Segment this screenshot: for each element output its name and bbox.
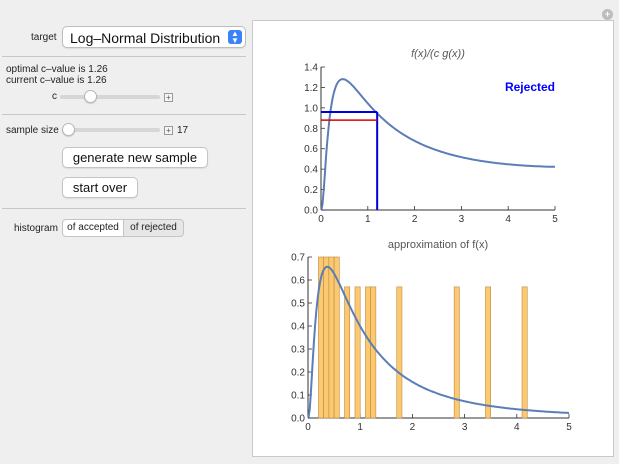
ratio-chart-x-tick-label: 3 (459, 214, 465, 225)
sample-size-slider-thumb[interactable] (62, 123, 75, 136)
histogram-bar (328, 256, 335, 419)
start-over-button[interactable]: start over (62, 177, 138, 198)
ratio-chart-x-tick-label: 5 (552, 214, 558, 225)
target-select-value: Log–Normal Distribution (70, 30, 221, 46)
lognormal-density-curve (307, 265, 570, 418)
ratio-chart-y-tick-label: 0.2 (304, 185, 318, 196)
histogram-bar (453, 286, 460, 419)
c-label: c (52, 91, 57, 102)
histogram-chart-x-tick-label: 5 (566, 422, 572, 433)
separator (2, 56, 246, 57)
target-label: target (31, 32, 57, 43)
ratio-chart-x-tick-label: 0 (318, 214, 324, 225)
histogram-option-accepted[interactable]: of accepted (62, 219, 124, 237)
histogram-bar (370, 286, 377, 419)
ratio-chart-y-tick-label: 0.4 (304, 165, 318, 176)
ratio-chart-x-tick-label: 2 (412, 214, 418, 225)
histogram-bar (365, 286, 371, 419)
histogram-bar (344, 286, 351, 419)
separator (2, 114, 246, 115)
histogram-chart-x-tick-label: 2 (410, 422, 416, 433)
histogram-chart-x-tick-label: 3 (462, 422, 468, 433)
histogram-bar (396, 286, 403, 419)
c-slider-thumb[interactable] (84, 90, 98, 103)
histogram-chart-x-tick-label: 4 (514, 422, 520, 433)
histogram-chart-y-tick-label: 0.2 (291, 368, 305, 379)
histogram-chart-x-tick-label: 1 (357, 422, 363, 433)
histogram-chart-x-tick-label: 0 (305, 422, 311, 433)
sample-size-slider-track (62, 128, 160, 132)
ratio-chart-x-tick-label: 4 (505, 214, 511, 225)
ratio-chart-y-tick-label: 0.6 (304, 144, 318, 155)
histogram-option-rejected[interactable]: of rejected (124, 219, 184, 237)
histogram-bar (323, 256, 330, 419)
current-c-text: current c–value is 1.26 (6, 75, 107, 86)
histogram-bar (521, 286, 528, 419)
chevron-updown-icon: ▲ ▼ (228, 30, 242, 45)
output-panel: f(x)/(c g(x)) 0 1 2 3 4 5 0.0 0.2 0.4 0.6 0.8 1.0 1.2… (252, 20, 614, 457)
generate-new-sample-button[interactable]: generate new sample (62, 147, 208, 168)
histogram-chart-y-tick-label: 0.0 (291, 414, 305, 425)
histogram-bar (333, 256, 340, 419)
histogram-bar (354, 286, 361, 419)
histogram-chart-y-tick-label: 0.3 (291, 345, 305, 356)
ratio-chart-y-tick-label: 0.0 (304, 206, 318, 217)
ratio-chart-x-tick-label: 1 (365, 214, 371, 225)
separator (2, 208, 246, 209)
options-plus-icon[interactable]: + (602, 9, 613, 20)
ratio-chart-y-tick-label: 1.2 (304, 83, 318, 94)
optimal-c-text: optimal c–value is 1.26 (6, 64, 108, 75)
sample-size-value: 17 (177, 125, 189, 136)
ratio-chart-title: f(x)/(c g(x)) (411, 48, 465, 60)
c-expand-plus-icon[interactable]: + (164, 93, 173, 102)
histogram-bar (485, 286, 491, 419)
sample-size-expand-plus-icon[interactable]: + (164, 126, 173, 135)
sample-size-slider[interactable] (62, 123, 160, 137)
histogram-chart: approximation of f(x) 0 1 2 3 4 5 0.0 0.1 0.2 0.3 0… (291, 239, 572, 433)
target-select[interactable]: Log–Normal Distribution ▲ ▼ (62, 26, 246, 48)
ratio-chart: f(x)/(c g(x)) 0 1 2 3 4 5 0.0 0.2 0.4 0.6 0.8 1.0 1.2… (304, 48, 558, 225)
c-slider-track (60, 95, 160, 99)
histogram-chart-y-tick-label: 0.6 (291, 276, 305, 287)
histogram-chart-y-tick-label: 0.4 (291, 322, 305, 333)
ratio-chart-y-tick-label: 0.8 (304, 124, 318, 135)
histogram-chart-y-tick-label: 0.1 (291, 391, 305, 402)
histogram-chart-y-tick-label: 0.5 (291, 299, 305, 310)
ratio-curve (320, 78, 555, 210)
histogram-label: histogram (14, 223, 58, 234)
c-slider[interactable] (60, 90, 160, 104)
histogram-chart-y-tick-label: 0.7 (291, 253, 305, 264)
ratio-chart-y-tick-label: 1.0 (304, 103, 318, 114)
rejected-annotation: Rejected (505, 80, 555, 94)
sample-size-label: sample size (6, 125, 59, 136)
histogram-chart-title: approximation of f(x) (388, 239, 488, 251)
charts-svg: f(x)/(c g(x)) 0 1 2 3 4 5 0.0 0.2 0.4 0.6 0.8 1.0 1.2… (291, 48, 572, 433)
ratio-chart-y-tick-label: 1.4 (304, 63, 318, 74)
